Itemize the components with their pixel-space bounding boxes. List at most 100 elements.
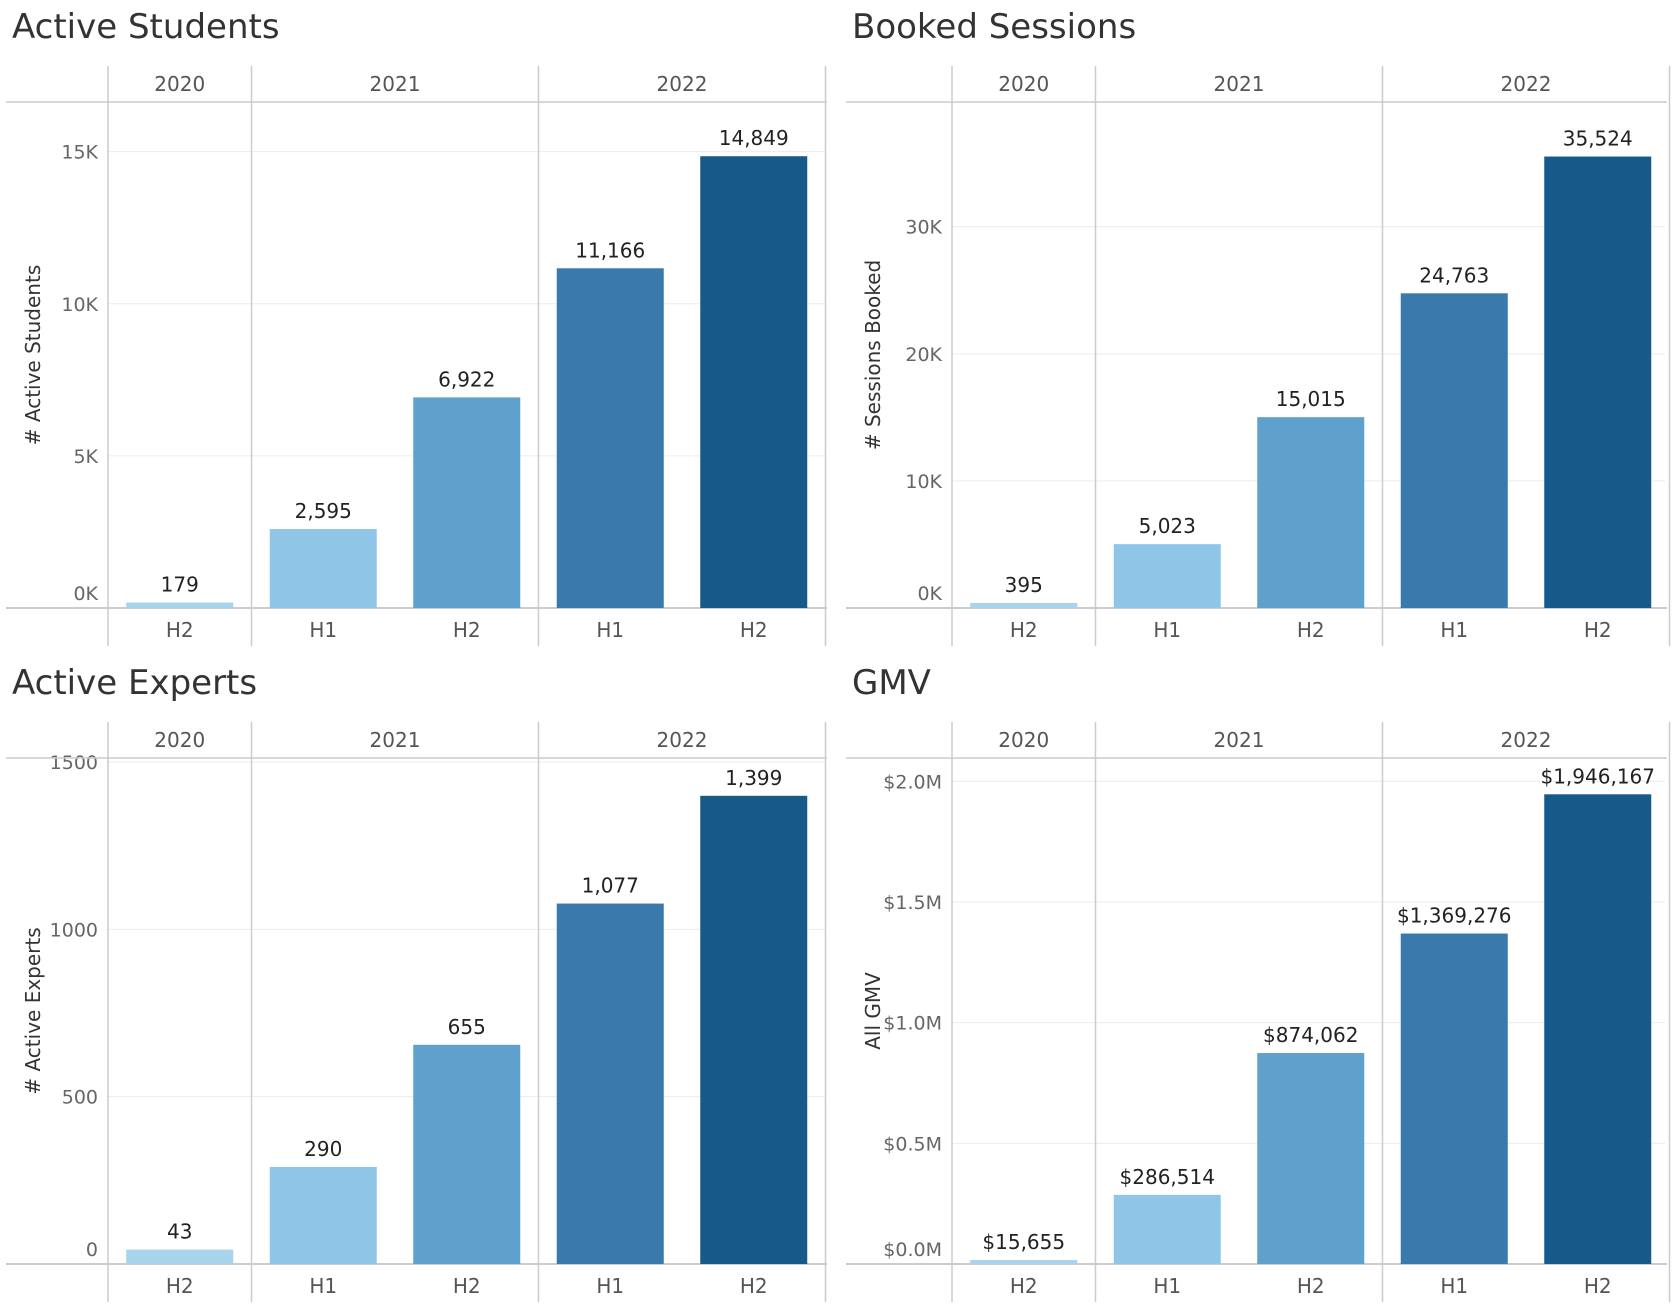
data-label: $1,369,276 [1397, 904, 1512, 928]
chart-title: Booked Sessions [852, 7, 1136, 47]
year-header-2020: 2020 [154, 72, 205, 96]
y-tick-label: 0K [73, 583, 98, 605]
year-header-2021: 2021 [1214, 728, 1265, 752]
data-label: 14,849 [719, 126, 789, 150]
chart-panel-gmv: GMV $0.0M $0.5M $1.0M $1.5M $2.0M All GMV 2020 H… [840, 656, 1675, 1306]
bar-2022-h1 [1400, 293, 1508, 608]
bar-2021-h1 [1113, 1194, 1221, 1264]
data-label: 1,399 [725, 766, 782, 790]
data-label: 1,077 [582, 874, 639, 898]
data-label: $15,655 [982, 1230, 1065, 1254]
half-label: H1 [309, 1274, 337, 1298]
data-label: $286,514 [1120, 1165, 1215, 1189]
data-label: 2,595 [295, 499, 352, 523]
half-label: H2 [166, 1274, 194, 1298]
bar-2021-h2 [413, 397, 521, 608]
data-label: 5,023 [1139, 514, 1196, 538]
half-label: H1 [596, 618, 624, 642]
y-tick-label: 0 [86, 1239, 98, 1261]
bar-2022-h2 [1544, 794, 1652, 1264]
bar-2022-h2 [700, 795, 808, 1264]
data-label: 6,922 [438, 367, 495, 391]
year-header-2020: 2020 [154, 728, 205, 752]
y-tick-label: 5K [73, 446, 98, 468]
half-label: H2 [1010, 618, 1038, 642]
bar-2021-h1 [1113, 544, 1221, 608]
data-label: 24,763 [1419, 263, 1489, 287]
data-label: $874,062 [1263, 1023, 1358, 1047]
chart-title: Active Experts [12, 663, 257, 703]
half-label: H1 [309, 618, 337, 642]
half-label: H2 [166, 618, 194, 642]
bar-2021-h2 [1257, 417, 1365, 608]
half-label: H1 [1440, 618, 1468, 642]
year-header-2021: 2021 [370, 728, 421, 752]
year-header-2022: 2022 [1501, 72, 1552, 96]
year-header-2020: 2020 [998, 728, 1049, 752]
bar-2021-h1 [269, 529, 377, 608]
data-label: 35,524 [1563, 127, 1633, 151]
y-axis-title: # Sessions Booked [861, 260, 885, 450]
y-axis-title: # Active Students [21, 265, 45, 446]
active-students-chart-svg: Active Students 0K 5K 10K 15K # Active Studen… [6, 7, 827, 646]
year-header-2022: 2022 [657, 72, 708, 96]
y-axis-title: # Active Experts [21, 927, 45, 1094]
bar-2020-h2 [126, 602, 234, 608]
data-label: 290 [304, 1137, 342, 1161]
gmv-chart-svg: GMV $0.0M $0.5M $1.0M $1.5M $2.0M All GMV 2020 H… [846, 663, 1671, 1302]
chart-panel-active-students: Active Students 0K 5K 10K 15K # Active Studen… [0, 0, 835, 650]
data-label: 655 [448, 1015, 486, 1039]
y-tick-label: 10K [61, 294, 98, 316]
bar-2021-h2 [1257, 1053, 1365, 1264]
chart-title: GMV [852, 663, 931, 703]
bar-2022-h1 [556, 268, 664, 608]
bar-2020-h2 [970, 1260, 1078, 1264]
y-axis-title: All GMV [861, 972, 885, 1050]
y-tick-label: $1.0M [883, 1013, 942, 1035]
half-label: H2 [740, 618, 768, 642]
bar-2022-h2 [700, 156, 808, 609]
y-tick-label: $0.5M [883, 1133, 942, 1155]
half-label: H2 [740, 1274, 768, 1298]
data-label: 11,166 [575, 238, 645, 262]
y-tick-label: $1.5M [883, 892, 942, 914]
y-tick-label: 500 [62, 1087, 98, 1109]
year-header-2022: 2022 [1501, 728, 1552, 752]
half-label: H1 [1153, 1274, 1181, 1298]
chart-panel-active-experts: Active Experts 0 500 1000 1500 # Active Exper… [0, 656, 835, 1306]
bar-2022-h2 [1544, 156, 1652, 608]
bar-2021-h2 [413, 1044, 521, 1264]
half-label: H1 [596, 1274, 624, 1298]
data-label: 395 [1005, 573, 1043, 597]
y-tick-label: 1500 [50, 752, 98, 774]
y-tick-label: $0.0M [883, 1239, 942, 1261]
y-tick-label: $2.0M [883, 771, 942, 793]
half-label: H1 [1440, 1274, 1468, 1298]
data-label: $1,946,167 [1540, 764, 1655, 788]
half-label: H2 [453, 618, 481, 642]
y-tick-label: 0K [917, 583, 942, 605]
chart-title: Active Students [12, 7, 280, 47]
y-tick-label: 20K [905, 344, 942, 366]
booked-sessions-chart-svg: Booked Sessions 0K 10K 20K 30K # Sessions Boo… [846, 7, 1671, 646]
year-header-2020: 2020 [998, 72, 1049, 96]
bar-2021-h1 [269, 1166, 377, 1264]
y-tick-label: 10K [905, 471, 942, 493]
y-tick-label: 1000 [50, 919, 98, 941]
half-label: H2 [453, 1274, 481, 1298]
active-experts-chart-svg: Active Experts 0 500 1000 1500 # Active Exper… [6, 663, 827, 1302]
half-label: H1 [1153, 618, 1181, 642]
half-label: H2 [1584, 618, 1612, 642]
year-header-2022: 2022 [657, 728, 708, 752]
chart-panel-booked-sessions: Booked Sessions 0K 10K 20K 30K # Sessions Boo… [840, 0, 1675, 650]
half-label: H2 [1584, 1274, 1612, 1298]
y-tick-label: 30K [905, 217, 942, 239]
bar-2022-h1 [556, 903, 664, 1264]
year-header-2021: 2021 [370, 72, 421, 96]
year-header-2021: 2021 [1214, 72, 1265, 96]
half-label: H2 [1297, 618, 1325, 642]
data-label: 179 [161, 573, 199, 597]
data-label: 15,015 [1276, 387, 1346, 411]
bar-2020-h2 [970, 602, 1078, 608]
half-label: H2 [1010, 1274, 1038, 1298]
